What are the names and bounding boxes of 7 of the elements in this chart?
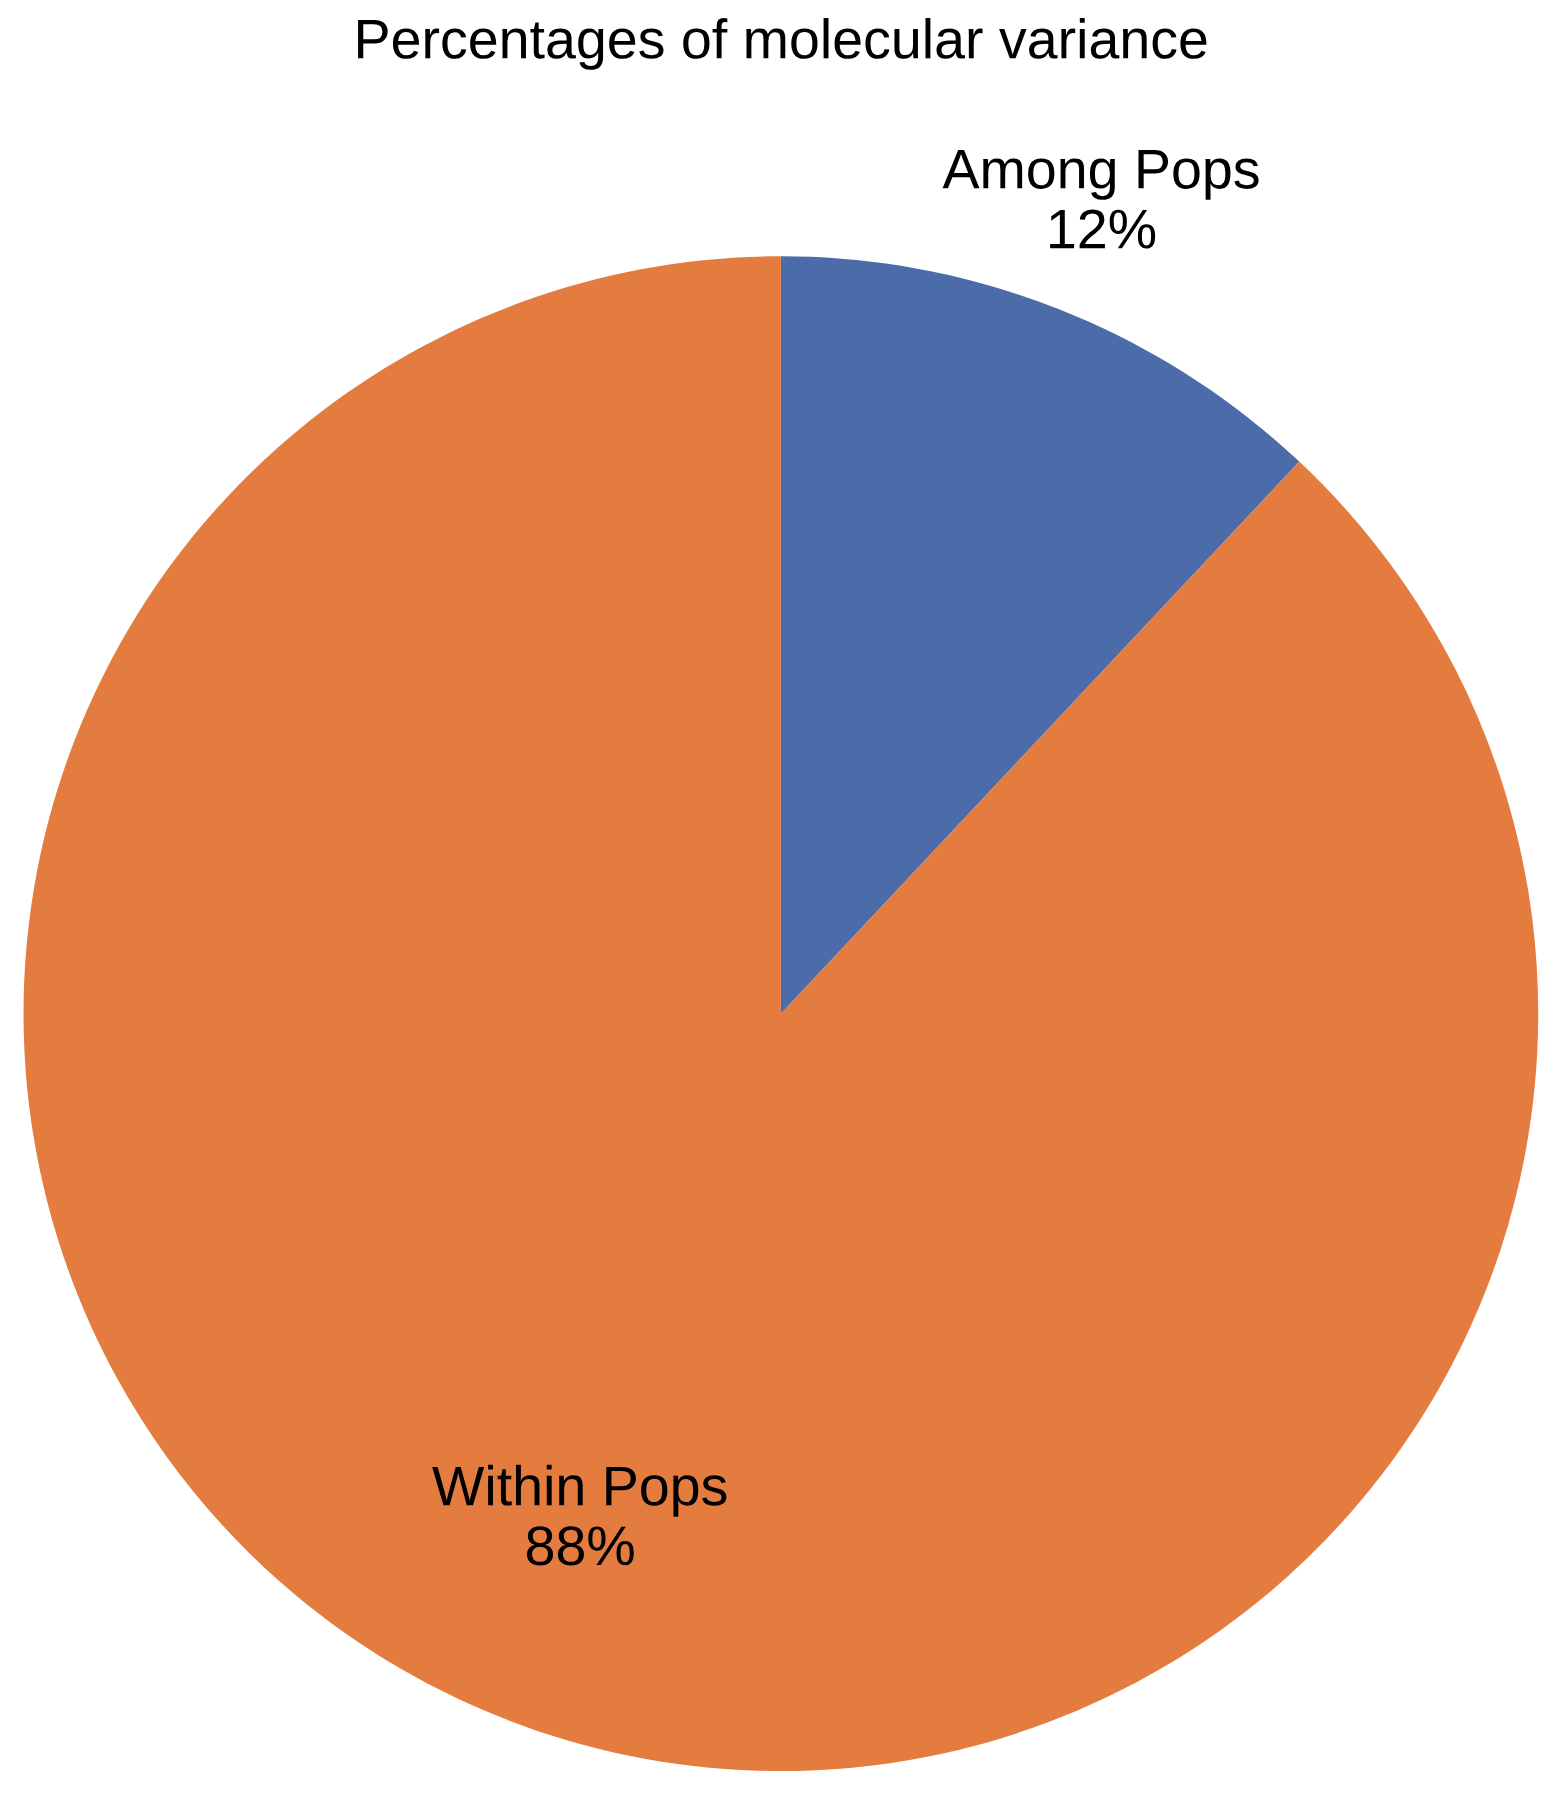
slice-label: Among Pops xyxy=(942,150,1259,200)
data-label: 88% xyxy=(526,1526,634,1566)
chart-title: Percentages of molecular variance xyxy=(358,18,1207,70)
pie-slice xyxy=(23,256,1539,1772)
pie-slice xyxy=(780,256,1300,1014)
data-label: 12% xyxy=(1050,209,1156,249)
slice-label: Within Pops xyxy=(432,1464,727,1517)
